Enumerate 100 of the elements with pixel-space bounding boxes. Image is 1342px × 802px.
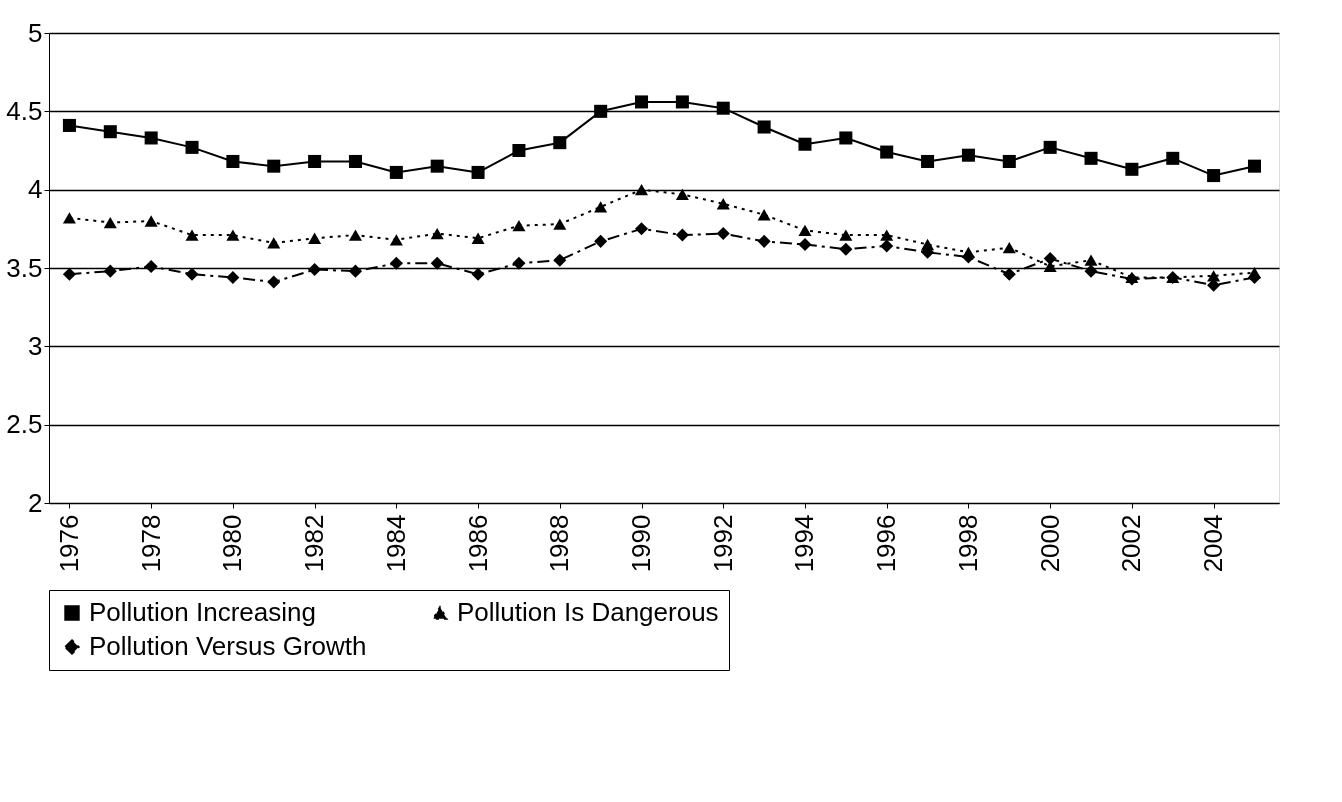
x-tick-label: 2000 [1034, 514, 1065, 573]
x-tick-label: 1976 [53, 514, 84, 573]
point [1166, 151, 1180, 165]
point [103, 125, 117, 139]
point [594, 234, 608, 248]
point [798, 237, 812, 252]
point [553, 253, 567, 267]
point [185, 229, 199, 241]
point [757, 234, 771, 248]
point [716, 198, 730, 210]
point [389, 165, 403, 179]
point [389, 256, 403, 270]
legend-label: Pollution Is Dangerous [457, 597, 719, 627]
point [308, 154, 322, 168]
point [348, 264, 362, 278]
point [553, 218, 567, 230]
y-tick-label: 3.5 [6, 252, 43, 283]
point [430, 159, 444, 173]
point [103, 216, 117, 229]
y-tick-label: 2 [28, 487, 43, 518]
legend-label: Pollution Increasing [89, 597, 316, 627]
point [308, 263, 322, 277]
y-tick-label: 2.5 [6, 409, 43, 440]
point [921, 154, 935, 168]
x-tick-label: 1998 [952, 514, 983, 573]
point [1043, 252, 1057, 266]
point [635, 222, 649, 236]
point [348, 229, 362, 241]
point [267, 237, 281, 249]
point [675, 95, 689, 109]
x-tick-label: 1978 [135, 514, 166, 573]
point [1043, 140, 1057, 154]
point [839, 242, 853, 256]
point [430, 256, 444, 270]
point [1002, 267, 1016, 281]
point [512, 143, 526, 158]
point [1247, 159, 1261, 173]
x-tick-label: 2004 [1198, 514, 1229, 573]
point [961, 148, 975, 162]
point [839, 131, 853, 145]
point [308, 232, 322, 244]
point [389, 234, 403, 246]
point [635, 184, 649, 196]
point [512, 256, 526, 270]
x-tick-label: 1988 [544, 514, 575, 573]
point [185, 140, 199, 154]
point [144, 131, 158, 145]
point [635, 95, 649, 109]
point [103, 264, 117, 278]
legend-label: Pollution Versus Growth [89, 631, 367, 661]
point [675, 188, 689, 201]
x-tick-label: 1990 [626, 514, 657, 573]
point [267, 275, 281, 289]
point [226, 154, 240, 168]
point [594, 104, 608, 118]
point [226, 229, 240, 241]
y-tick-label: 3 [28, 330, 43, 361]
x-tick-label: 1996 [871, 514, 902, 573]
x-tick-label: 1982 [299, 514, 330, 573]
point [798, 224, 812, 237]
point [716, 227, 730, 241]
point [144, 259, 158, 273]
point [757, 120, 771, 134]
point [675, 228, 689, 242]
point [880, 229, 894, 241]
point [553, 136, 567, 150]
x-tick-label: 1980 [217, 514, 248, 573]
point [62, 118, 76, 132]
y-tick-label: 4.5 [6, 95, 43, 126]
point [185, 267, 199, 281]
point [144, 215, 158, 227]
point [1125, 162, 1139, 176]
point [1002, 154, 1016, 168]
point [1084, 264, 1098, 278]
x-tick-label: 1986 [462, 514, 493, 573]
x-tick-label: 2002 [1116, 514, 1147, 573]
point [1084, 254, 1098, 266]
point [62, 212, 76, 224]
point [471, 267, 485, 281]
point [512, 220, 526, 232]
y-tick-label: 4 [28, 174, 43, 205]
point [471, 232, 485, 244]
point [798, 137, 812, 151]
point [226, 270, 240, 284]
point [594, 201, 608, 213]
point [62, 267, 76, 281]
point [880, 239, 894, 253]
point [757, 209, 771, 221]
point [267, 159, 281, 173]
y-tick-label: 5 [28, 17, 43, 48]
x-tick-label: 1992 [707, 514, 738, 573]
x-tick-label: 1994 [789, 514, 820, 573]
x-tick-label: 1984 [380, 514, 411, 573]
point [1002, 241, 1016, 254]
point [430, 227, 444, 240]
point [1084, 151, 1098, 165]
point [471, 165, 485, 179]
point [348, 154, 362, 168]
point [880, 145, 894, 159]
point [839, 229, 853, 241]
